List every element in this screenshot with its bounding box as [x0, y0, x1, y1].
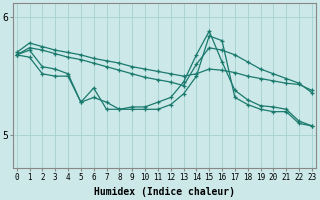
- X-axis label: Humidex (Indice chaleur): Humidex (Indice chaleur): [94, 187, 235, 197]
